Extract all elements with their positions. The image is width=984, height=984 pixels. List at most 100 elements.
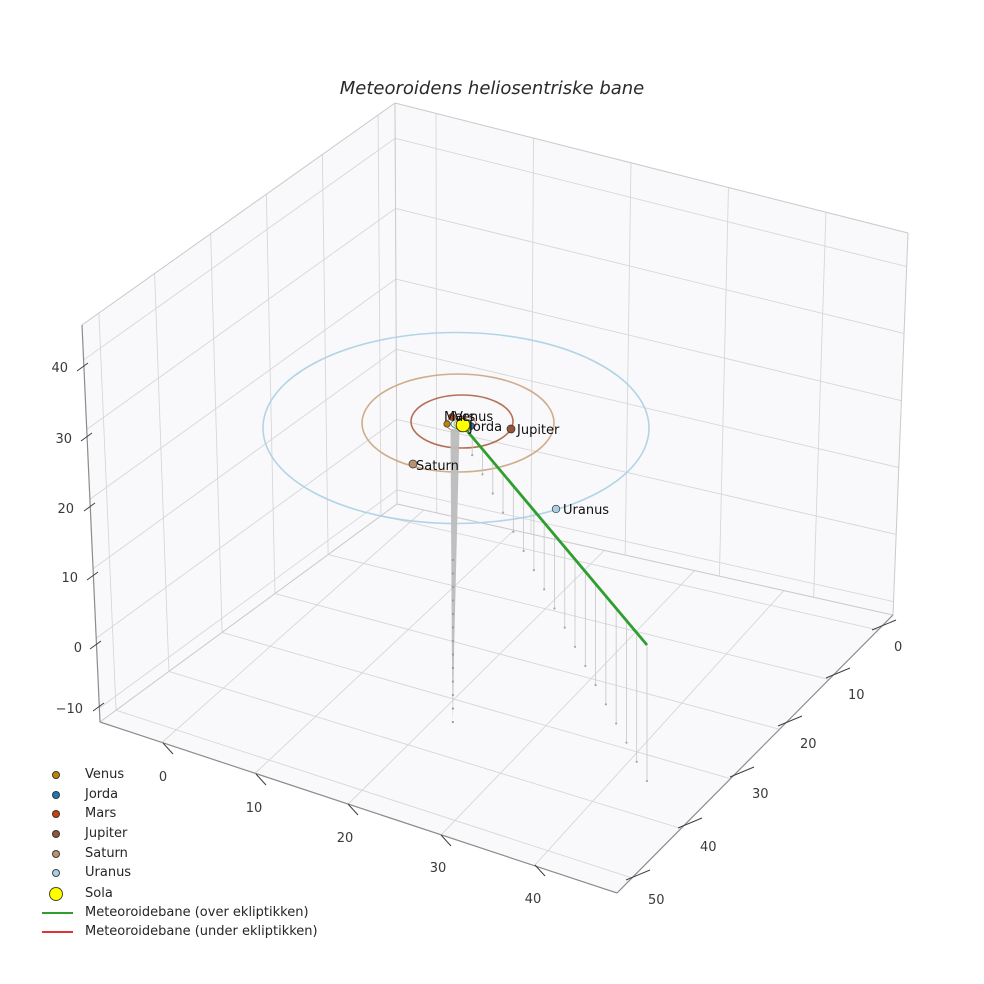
y-tick-mark (777, 715, 803, 727)
y-tick-label: 20 (800, 737, 817, 752)
z-tick-label: 0 (74, 641, 82, 656)
legend-item-saturn: Saturn (40, 845, 370, 863)
grid-line (327, 554, 830, 680)
legend-line (42, 931, 73, 934)
legend-label: Sola (85, 886, 113, 901)
grid-line (161, 509, 425, 743)
grid-line (154, 273, 170, 672)
column-dot (451, 720, 454, 724)
stem-dot (635, 760, 638, 763)
grid-line (624, 162, 632, 556)
grid-line (396, 348, 899, 468)
legend-item-meteoroidebane-under-ekliptikken-: Meteoroidebane (under ekliptikken) (40, 923, 370, 941)
grid-line (396, 418, 897, 535)
legend-label: Mars (85, 806, 117, 821)
grid-line (440, 570, 695, 836)
legend-dot-marker (40, 845, 72, 863)
stem-dot (563, 626, 566, 629)
sun-marker (455, 417, 471, 433)
x-tick-label: 0 (159, 770, 167, 785)
plot-title: Meteoroidens heliosentriske bane (339, 78, 645, 99)
grid-line (396, 489, 894, 603)
legend-item-sola: Sola (40, 885, 370, 903)
grid-line (92, 348, 397, 570)
planet-dot-jupiter (506, 424, 516, 434)
trajectory-above-line (461, 425, 649, 646)
planet-label-mars: Mars (444, 410, 476, 425)
z-tick-label: 30 (55, 432, 72, 447)
legend-label: Jupiter (85, 826, 128, 841)
stem-dot (584, 664, 587, 668)
orbit-jupiter (410, 394, 514, 449)
legend: Venus Jorda Mars Jupiter Saturn Uranus Sola Met… (40, 766, 370, 946)
grid-line (168, 670, 682, 829)
planet-dot-venus (443, 420, 451, 428)
legend-dot (51, 770, 61, 780)
grid-line (265, 194, 276, 594)
z-tick-mark (89, 640, 102, 650)
grid-line (718, 187, 729, 577)
grid-line (83, 137, 396, 361)
box-edge (892, 232, 909, 616)
y-axis-line (616, 614, 894, 894)
stem-dot (471, 454, 474, 457)
stem-dot (543, 588, 546, 591)
legend-dot-marker (40, 766, 72, 784)
y-tick-mark (729, 766, 755, 778)
y-tick-label: 0 (894, 640, 902, 655)
x-tick-label: 40 (525, 892, 542, 907)
planet-label-uranus: Uranus (563, 503, 609, 518)
planet-dot-mars (448, 413, 456, 421)
grid-line (347, 550, 605, 805)
legend-item-jorda: Jorda (40, 786, 370, 804)
x-tick-mark (440, 834, 452, 847)
x-tick-mark (255, 773, 267, 786)
stem-dot (573, 645, 577, 648)
grid-line (380, 515, 879, 631)
legend-label: Uranus (85, 865, 132, 880)
grid-line (99, 489, 398, 709)
grid-line (210, 233, 223, 633)
grid-line (86, 208, 396, 430)
z-tick-mark (92, 702, 105, 712)
x-tick-label: 20 (337, 831, 354, 846)
grid-line (377, 114, 382, 516)
box-edge (394, 102, 398, 505)
grid-line (98, 312, 117, 711)
legend-dot (51, 809, 61, 819)
y-tick-label: 30 (752, 787, 769, 802)
legend-label: Meteoroidebane (over ekliptikken) (85, 905, 309, 920)
planet-label-jorda: Jorda (468, 420, 502, 435)
grid-line (395, 137, 907, 268)
x-tick-mark (162, 742, 174, 755)
z-tick-mark (86, 571, 99, 581)
grid-line (395, 278, 902, 402)
column-dot (451, 572, 454, 575)
legend-dot (51, 849, 61, 859)
stem-dot (615, 722, 618, 725)
z-axis-line (81, 324, 101, 723)
planet-dot-saturn (408, 459, 418, 469)
stem-dot (625, 741, 628, 744)
legend-item-meteoroidebane-over-ekliptikken-: Meteoroidebane (over ekliptikken) (40, 904, 370, 922)
y-tick-mark (677, 817, 703, 829)
box-edge (99, 503, 398, 723)
legend-dot (49, 887, 63, 901)
grid-line (115, 709, 633, 879)
legend-label: Venus (85, 767, 125, 782)
legend-label: Saturn (85, 846, 128, 861)
x-tick-label: 30 (430, 861, 447, 876)
legend-label: Meteoroidebane (under ekliptikken) (85, 924, 318, 939)
grid-line (530, 138, 534, 534)
x-axis-line (99, 721, 618, 894)
z-tick-label: −10 (56, 702, 83, 717)
stem-dot (553, 607, 556, 610)
grid-line (274, 593, 780, 730)
column-dot (451, 599, 454, 602)
x-tick-mark (534, 864, 546, 877)
stem-dot (604, 703, 607, 706)
column-dot (451, 626, 454, 629)
column-dot (451, 653, 454, 656)
